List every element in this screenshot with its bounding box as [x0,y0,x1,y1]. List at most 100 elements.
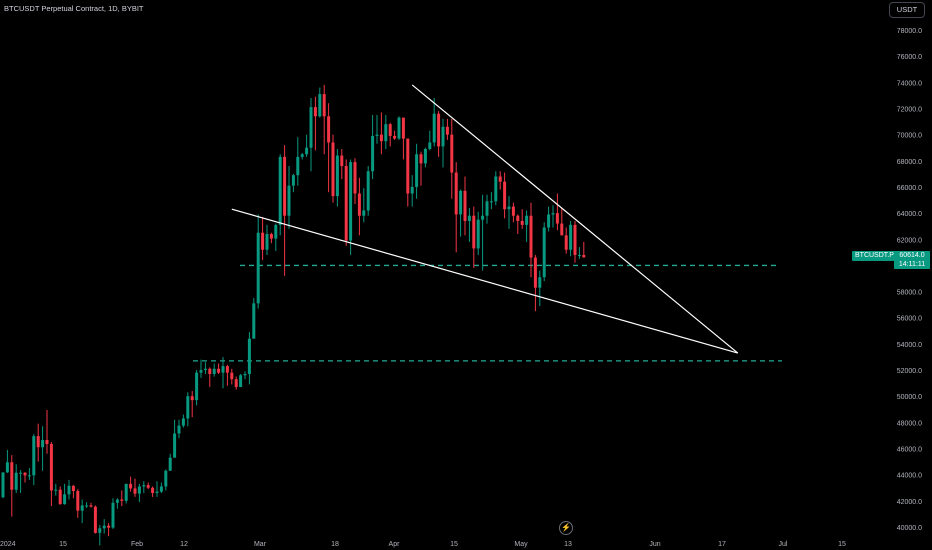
candle-body [371,135,375,172]
candle-body [384,124,388,142]
candle-body [489,201,493,203]
candle-body [445,126,449,135]
bar-countdown: 14:11:11 [898,261,926,268]
candle-body [155,491,159,493]
candle-body [212,368,216,374]
candle-body [533,257,537,288]
candle-body [36,436,40,448]
candle-body [362,210,366,216]
candle-body [401,117,405,139]
candle-body [181,418,185,426]
candle-body [507,206,511,210]
candle-body [142,485,146,487]
candle-body [423,149,427,164]
candle-body [133,488,137,494]
candle-body [23,472,27,476]
candle-body [19,472,23,474]
candle-body [102,525,106,529]
candle-body [49,443,53,491]
candle-body [32,436,36,476]
candle-body [547,214,551,228]
candle-body [173,433,177,458]
candle-body [107,525,111,528]
candle-body [538,277,542,288]
candle-body [221,366,225,373]
y-tick-label: 58000.0 [897,290,922,297]
candle-body [58,489,62,505]
candle-body [529,215,533,258]
candle-body [428,142,432,150]
candle-body [230,372,234,380]
candle-body [234,379,238,388]
candle-body [555,213,559,224]
candle-body [225,366,229,373]
y-tick-label: 64000.0 [897,211,922,218]
candle-body [498,176,502,182]
candle-body [463,190,467,221]
candle-body [247,338,251,374]
y-tick-label: 54000.0 [897,342,922,349]
candle-body [291,175,295,186]
candle-body [14,472,18,490]
candle-body [379,134,383,142]
candle-body [27,475,31,477]
y-tick-label: 52000.0 [897,368,922,375]
candle-body [503,181,507,210]
candle-body [296,156,300,176]
x-tick-label: Jul [779,541,788,548]
candle-body [393,135,397,139]
x-tick-label: 15 [450,541,458,548]
candle-body [256,232,260,304]
candle-body [265,234,269,250]
candle-body [525,215,529,225]
y-tick-label: 50000.0 [897,394,922,401]
candle-body [516,215,520,221]
x-tick-label: 13 [564,541,572,548]
candle-body [186,396,190,419]
chart-title: BTCUSDT Perpetual Contract, 1D, BYBIT [4,4,144,13]
candle-body [300,154,304,157]
candle-body [54,489,58,491]
candle-body [467,215,471,221]
candle-body [569,224,573,250]
candle-body [313,107,317,117]
candle-body [485,201,489,216]
candle-body [349,162,353,241]
currency-button[interactable]: USDT [889,2,925,18]
candle-body [410,186,414,194]
x-tick-label: Mar [254,541,267,548]
candle-body [80,505,84,511]
candle-body [151,487,155,493]
candle-body [459,190,463,215]
candle-body [93,506,97,533]
candle-body [89,505,93,507]
y-tick-label: 66000.0 [897,185,922,192]
y-tick-label: 44000.0 [897,473,922,480]
candle-body [199,370,203,373]
candle-body [397,117,401,139]
candle-body [164,470,168,487]
candle-body [573,224,577,255]
candle-body [195,372,199,401]
candle-body [481,215,485,220]
y-tick-label: 70000.0 [897,133,922,140]
candle-body [287,185,291,216]
candle-body [520,220,524,225]
candle-body [564,235,568,250]
candle-body [353,162,357,194]
last-price-value: 60614.0 [899,252,925,259]
candle-body [146,485,150,488]
y-tick-label: 62000.0 [897,237,922,244]
replay-icon[interactable]: ⚡ [559,521,573,535]
x-tick-label: 15 [59,541,67,548]
candle-body [208,368,212,374]
candle-body [71,485,75,492]
candle-body [278,156,282,225]
y-tick-label: 72000.0 [897,106,922,113]
candle-body [511,206,515,216]
candle-body [274,224,278,239]
candle-body [5,462,9,473]
x-tick-label: 17 [718,541,726,548]
candle-body [269,234,273,239]
